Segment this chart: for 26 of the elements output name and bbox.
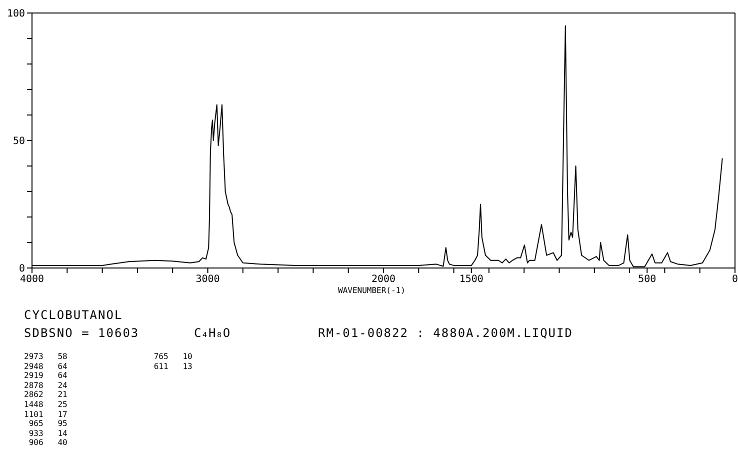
y-tick-label: 0: [18, 264, 25, 275]
x-tick-label: 1500: [459, 274, 484, 286]
x-tick-label: 4000: [20, 274, 44, 286]
y-tick-label: 100: [6, 8, 25, 20]
text: C₄H₈O: [194, 326, 230, 340]
text: 933 14: [28, 428, 68, 438]
text: 2919 64: [24, 371, 68, 381]
x-tick-label: 3000: [196, 274, 220, 286]
text: 2973 58: [24, 352, 68, 362]
y-tick-label: 50: [12, 136, 25, 148]
text: 1101 17: [24, 410, 68, 420]
text: 1448 25: [24, 400, 68, 410]
text: CYCLOBUTANOL: [24, 308, 123, 322]
text: RM-01-00822 : 4880A.200M.LIQUID: [318, 326, 573, 340]
text: 765 10: [152, 352, 192, 362]
text: 2862 21: [24, 390, 68, 400]
x-axis-title: WAVENUMBER(-1): [338, 286, 406, 295]
x-tick-label: 500: [638, 274, 656, 286]
x-tick-label: 2000: [371, 274, 396, 286]
x-tick-label: 0: [732, 274, 738, 286]
text: 965 95: [28, 419, 68, 429]
text: 2948 64: [24, 362, 68, 372]
text: 906 40: [28, 438, 68, 448]
text: SDBSNO = 10603: [24, 326, 140, 340]
text: 2878 24: [24, 380, 68, 390]
text: 611 13: [152, 362, 192, 372]
